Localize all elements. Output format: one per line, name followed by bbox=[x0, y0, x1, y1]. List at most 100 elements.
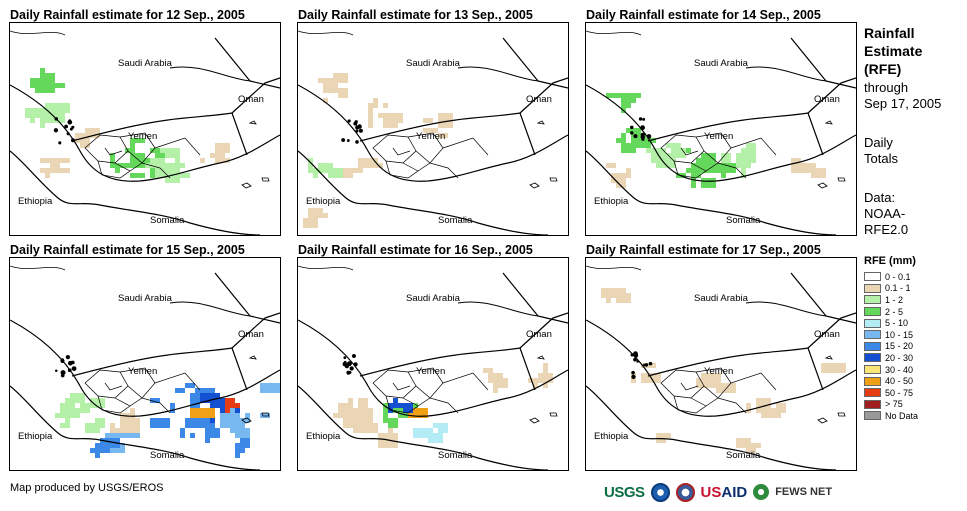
rainfall-cell bbox=[741, 163, 751, 168]
rainfall-cell bbox=[333, 413, 348, 418]
country-label-oman: Oman bbox=[814, 94, 840, 105]
rainfall-cell bbox=[338, 403, 353, 413]
rainfall-cell bbox=[323, 98, 328, 103]
rainfall-cell bbox=[736, 158, 741, 163]
legend-label: No Data bbox=[885, 410, 919, 421]
rainfall-cell bbox=[438, 428, 448, 433]
panel-title-2: Daily Rainfall estimate for 13 Sep., 200… bbox=[298, 8, 533, 22]
rainfall-cell bbox=[543, 363, 548, 373]
sidebar-title: Rainfall Estimate (RFE) bbox=[864, 25, 923, 77]
country-label-saudi: Saudi Arabia bbox=[694, 58, 748, 69]
island-mark bbox=[341, 138, 346, 142]
rainfall-cell bbox=[130, 408, 135, 413]
country-label-saudi: Saudi Arabia bbox=[406, 293, 460, 304]
legend-item: 30 - 40 bbox=[864, 364, 918, 376]
country-label-somalia: Somalia bbox=[438, 450, 473, 461]
rainfall-layer bbox=[55, 383, 280, 458]
rainfall-cell bbox=[706, 373, 721, 378]
legend-label: 50 - 75 bbox=[885, 387, 914, 398]
rainfall-cell bbox=[621, 93, 636, 98]
island-mark bbox=[353, 121, 358, 126]
island-mark bbox=[71, 366, 77, 371]
rainfall-cell bbox=[115, 163, 120, 173]
rainfall-cell bbox=[308, 163, 313, 173]
rainfall-cell bbox=[368, 103, 373, 113]
rainfall-cell bbox=[110, 428, 125, 433]
rainfall-cell bbox=[398, 413, 403, 418]
rainfall-cell bbox=[706, 383, 721, 388]
rainfall-cell bbox=[611, 173, 621, 183]
rainfall-cell bbox=[40, 78, 45, 83]
country-label-oman: Oman bbox=[238, 329, 264, 340]
legend-item: > 75 bbox=[864, 399, 918, 411]
rainfall-cell bbox=[40, 78, 55, 83]
country-label-yemen: Yemen bbox=[704, 131, 734, 142]
island-mark bbox=[67, 119, 73, 125]
rainfall-layer bbox=[333, 363, 553, 448]
rainfall-cell bbox=[368, 163, 383, 168]
rainfall-cell bbox=[150, 398, 160, 403]
rainfall-cell bbox=[383, 438, 398, 448]
rainfall-cell bbox=[661, 148, 666, 158]
island-mark bbox=[630, 131, 634, 135]
rainfall-cell bbox=[235, 443, 250, 448]
legend-swatch bbox=[864, 341, 881, 351]
legend-swatch bbox=[864, 376, 881, 386]
rainfall-cell bbox=[45, 103, 60, 113]
rainfall-cell bbox=[180, 388, 185, 393]
rainfall-cell bbox=[170, 403, 175, 408]
island-mark bbox=[64, 124, 68, 129]
map-panel-1: Saudi Arabia Oman Yemen Ethiopia Somalia bbox=[9, 22, 281, 236]
country-label-yemen: Yemen bbox=[128, 366, 158, 377]
rainfall-cell bbox=[348, 408, 353, 413]
rainfall-cell bbox=[428, 428, 433, 433]
rainfall-cell bbox=[235, 428, 250, 438]
island-mark bbox=[355, 125, 360, 130]
rainfall-cell bbox=[50, 83, 65, 88]
rainfall-cell bbox=[448, 123, 453, 128]
rainfall-cell bbox=[811, 168, 826, 178]
rainfall-cell bbox=[736, 163, 741, 168]
rainfall-cell bbox=[60, 118, 65, 123]
legend-label: > 75 bbox=[885, 399, 903, 410]
legend-item: 15 - 20 bbox=[864, 341, 918, 353]
rainfall-layer bbox=[25, 68, 230, 183]
rainfall-cell bbox=[353, 418, 363, 423]
country-label-oman: Oman bbox=[526, 94, 552, 105]
sidebar-source-2: RFE2.0 bbox=[864, 222, 909, 237]
rainfall-cell bbox=[736, 153, 741, 158]
rainfall-cell bbox=[746, 443, 751, 448]
rainfall-cell bbox=[225, 403, 230, 413]
rainfall-cell bbox=[721, 168, 726, 178]
rainfall-cell bbox=[200, 388, 215, 393]
rainfall-cell bbox=[110, 433, 120, 438]
rainfall-cell bbox=[641, 378, 656, 383]
rainfall-cell bbox=[50, 88, 55, 93]
legend-swatch bbox=[864, 353, 881, 363]
legend-swatch bbox=[864, 318, 881, 328]
rainfall-cell bbox=[60, 168, 70, 173]
rainfall-cell bbox=[190, 393, 205, 403]
rainfall-cell bbox=[348, 398, 353, 403]
rainfall-cell bbox=[40, 158, 55, 163]
country-label-ethiopia: Ethiopia bbox=[306, 196, 341, 207]
rainfall-cell bbox=[686, 148, 691, 153]
island-mark bbox=[60, 370, 66, 376]
country-label-yemen: Yemen bbox=[416, 131, 446, 142]
rainfall-cell bbox=[70, 393, 85, 403]
rainfall-cell bbox=[388, 418, 398, 428]
rainfall-cell bbox=[378, 433, 393, 438]
island-mark bbox=[60, 358, 65, 364]
panel-title-6: Daily Rainfall estimate for 17 Sep., 200… bbox=[586, 243, 821, 257]
rainfall-cell bbox=[90, 448, 100, 453]
island-mark bbox=[343, 356, 347, 360]
island-mark bbox=[66, 132, 70, 136]
rainfall-cell bbox=[338, 88, 348, 98]
rainfall-cell bbox=[130, 423, 140, 433]
rainfall-cell bbox=[606, 163, 616, 168]
rainfall-cell bbox=[363, 408, 373, 413]
rainfall-cell bbox=[383, 118, 393, 123]
rainfall-cell bbox=[383, 113, 388, 118]
sidebar-through: through bbox=[864, 80, 909, 95]
boundary-layer bbox=[298, 265, 568, 470]
